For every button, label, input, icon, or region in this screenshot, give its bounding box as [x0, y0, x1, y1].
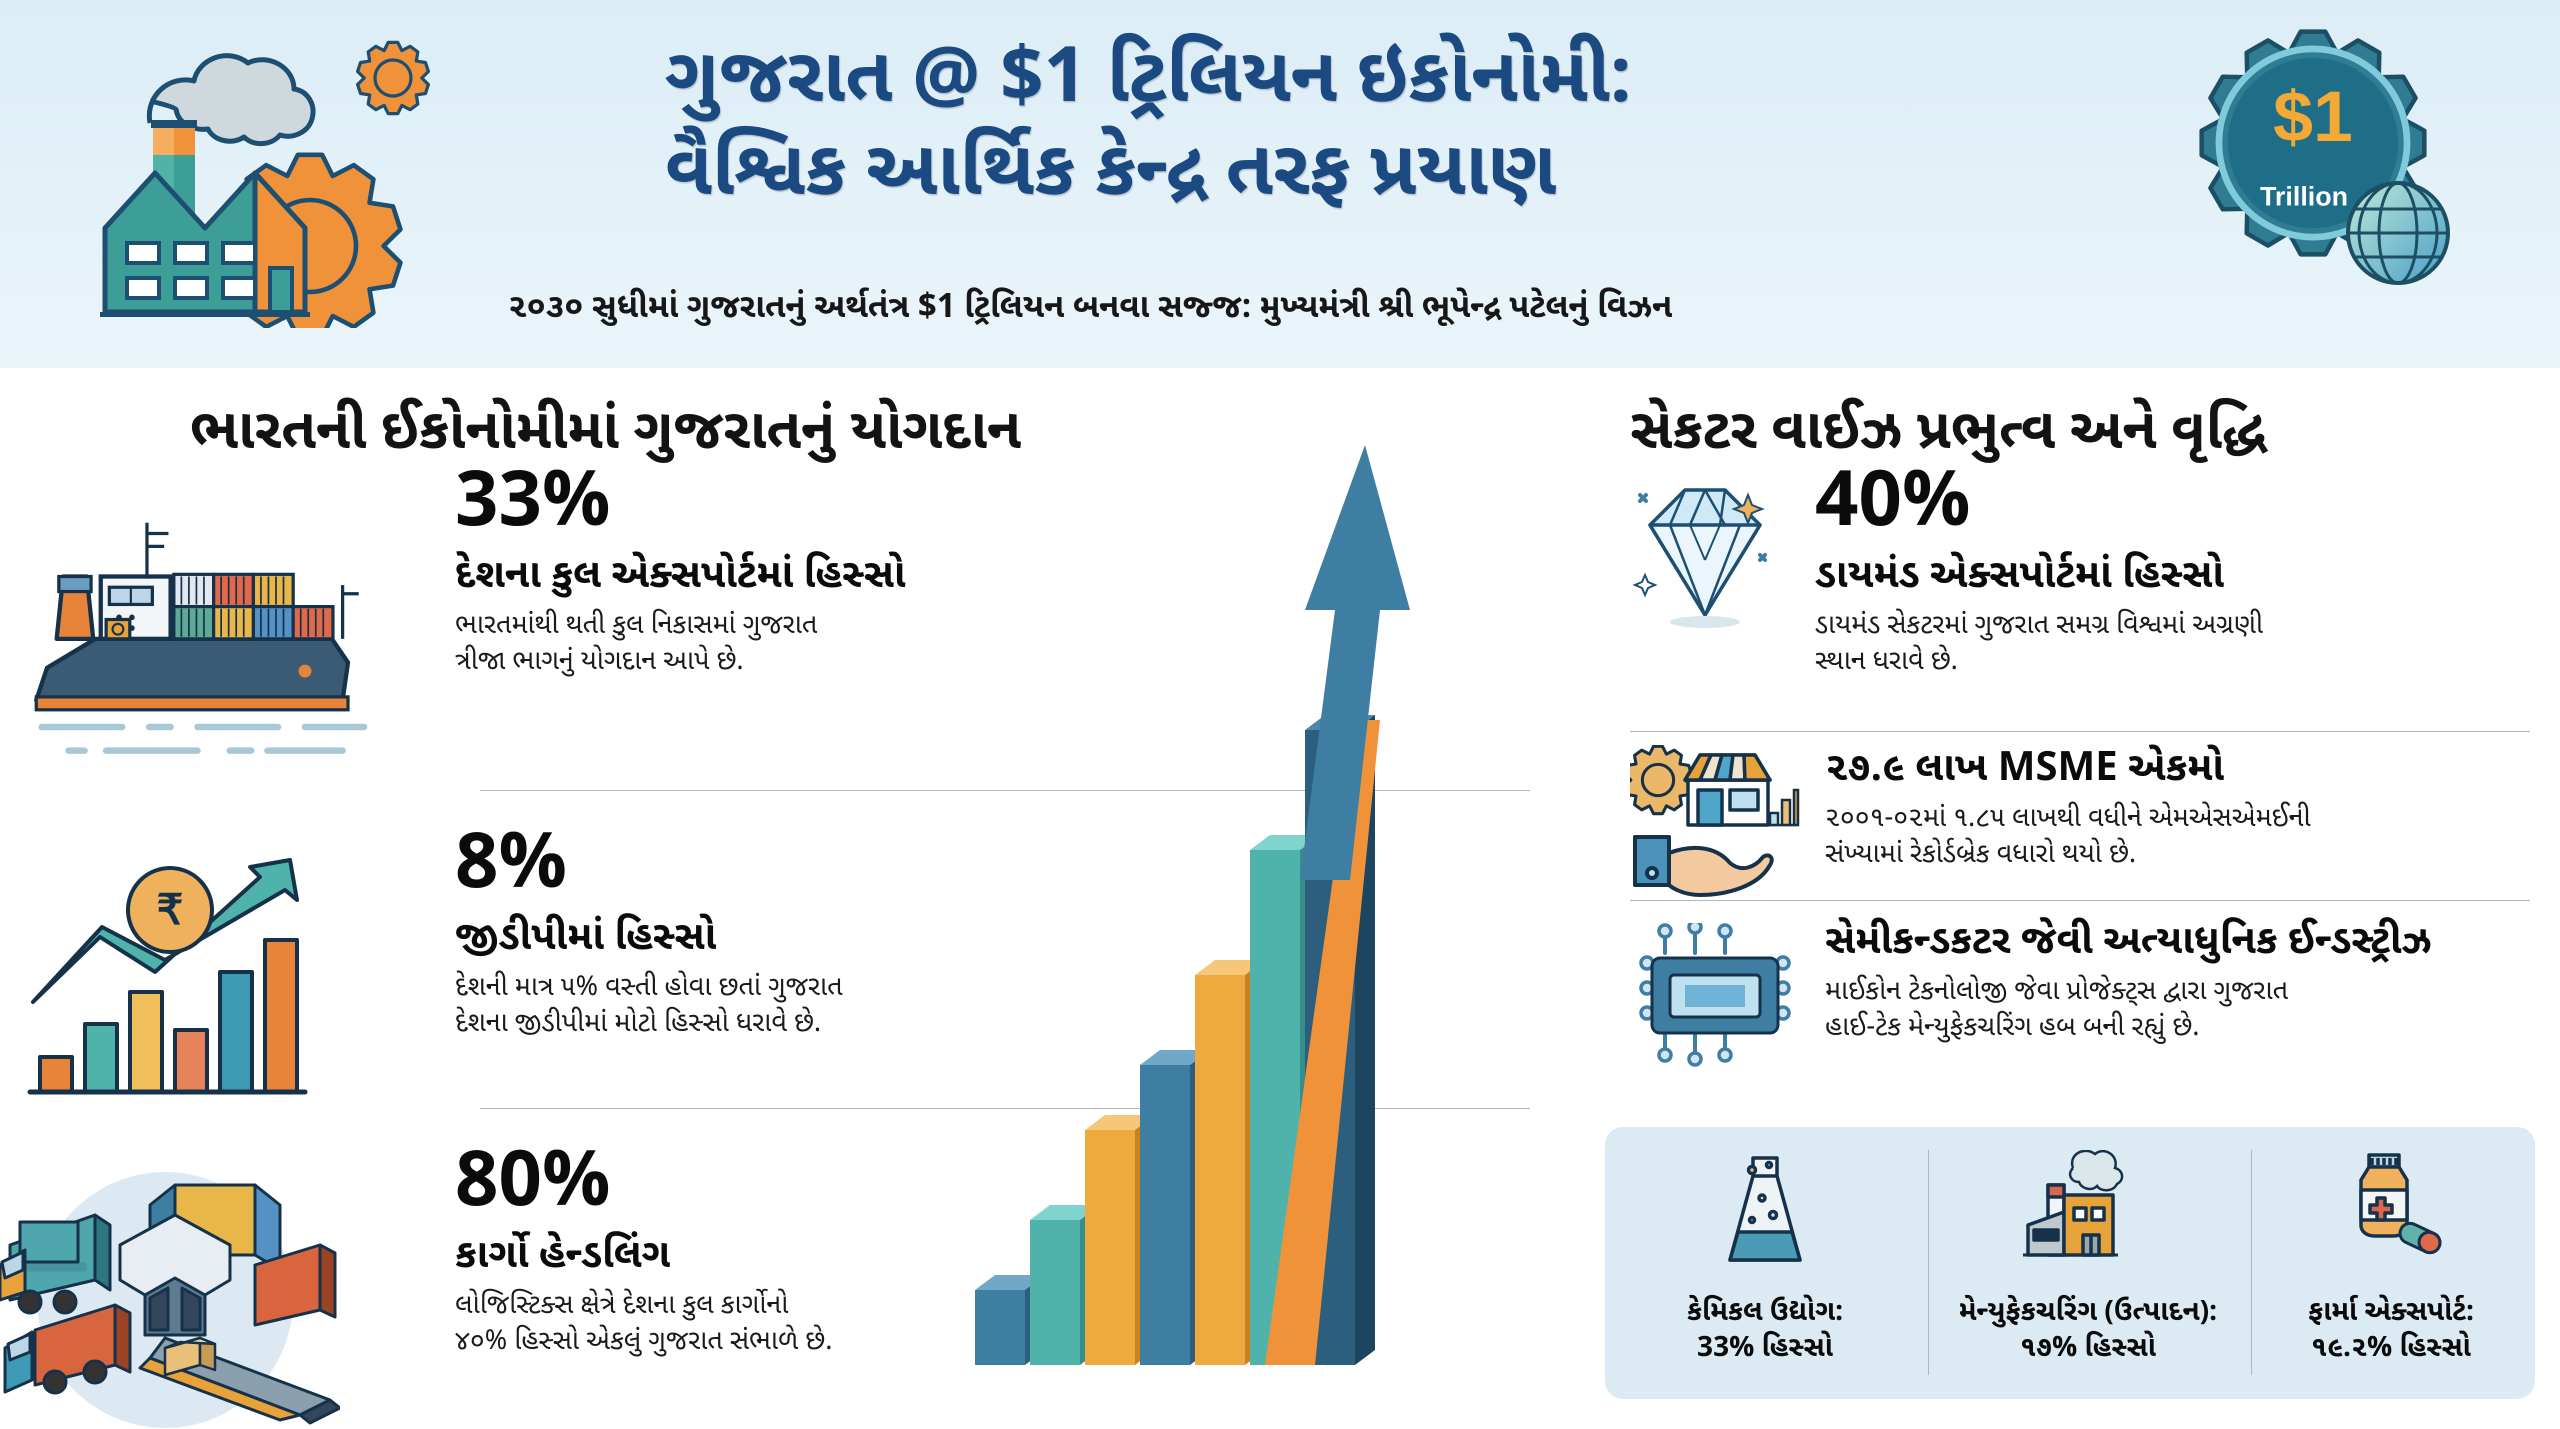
- svg-text:₹: ₹: [157, 886, 184, 933]
- svg-text:Trillion: Trillion: [2260, 182, 2348, 212]
- svg-text:$1: $1: [2273, 77, 2353, 157]
